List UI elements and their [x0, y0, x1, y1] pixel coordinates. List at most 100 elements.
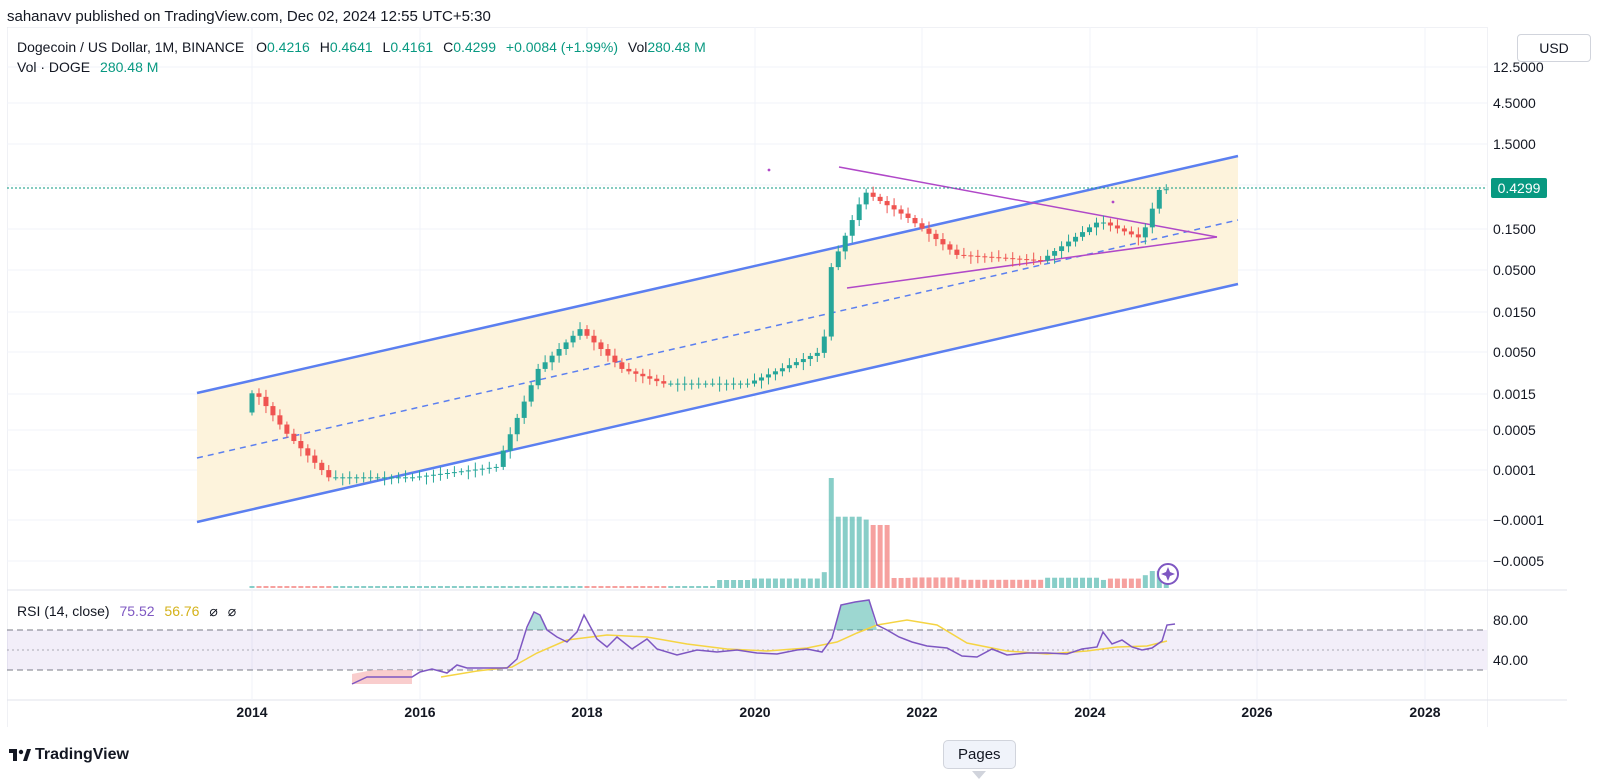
- candle-body: [277, 415, 283, 425]
- volume-bar: [1087, 577, 1092, 588]
- candle-body: [444, 472, 450, 474]
- candle-body: [954, 249, 960, 255]
- price-chart[interactable]: 2014 2016 2018 2020 2022 2024 2026 2028: [7, 27, 1487, 727]
- candle-body: [738, 383, 744, 385]
- candle-body: [765, 374, 771, 378]
- volume-bar: [382, 586, 388, 588]
- channel-midline[interactable]: [196, 219, 1239, 459]
- candle-body: [996, 257, 1002, 259]
- candle-body: [898, 209, 904, 214]
- candle-body: [675, 383, 681, 385]
- volume-bar: [598, 586, 604, 588]
- volume-bar: [1045, 577, 1051, 588]
- rsi-value: 75.52: [119, 603, 155, 619]
- rsi-label: RSI (14, close): [17, 603, 110, 619]
- candle-body: [521, 401, 527, 418]
- volume-bar: [249, 586, 255, 588]
- volume-bar: [926, 577, 932, 588]
- symbol-name: Dogecoin / US Dollar, 1M, BINANCE: [17, 39, 245, 55]
- current-price-value: 0.4299: [1498, 180, 1541, 196]
- volume-bar: [772, 578, 778, 588]
- volume-bar: [319, 586, 325, 588]
- currency-button[interactable]: USD: [1517, 34, 1591, 62]
- candle-body: [793, 362, 799, 366]
- candle-body: [396, 477, 402, 479]
- candle-body: [870, 192, 876, 197]
- volume-bar: [905, 577, 911, 588]
- volume-bar: [528, 586, 534, 588]
- volume-bar: [1128, 578, 1134, 588]
- price-tick: 12.5000: [1493, 59, 1544, 75]
- candle-body: [1031, 259, 1037, 261]
- candle-body: [842, 235, 848, 252]
- candle-body: [514, 417, 520, 435]
- candle-body: [926, 228, 932, 234]
- volume-bar: [1114, 578, 1120, 588]
- rsi-overbought-fill-2017: [527, 612, 547, 630]
- volume-legend[interactable]: Vol · DOGE 280.48 M: [17, 59, 158, 75]
- volume-bar: [765, 578, 771, 588]
- candle-body: [828, 267, 834, 337]
- volume-bar: [514, 586, 520, 588]
- volume-bar: [1107, 578, 1113, 588]
- candle-body: [933, 233, 939, 240]
- volume-bar: [1066, 577, 1072, 588]
- candle-body: [1003, 257, 1009, 259]
- volume-bar: [479, 586, 485, 588]
- triangle-lower-line[interactable]: [846, 236, 1218, 289]
- pages-tooltip-arrow: [972, 771, 986, 779]
- volume-indicator-label: Vol · DOGE: [17, 59, 91, 75]
- tradingview-logo[interactable]: TradingView: [9, 746, 129, 764]
- volume-bar: [689, 586, 695, 588]
- channel-lower-line[interactable]: [196, 282, 1239, 524]
- volume-bar: [779, 578, 785, 588]
- candle-body: [863, 192, 869, 205]
- candle-body: [752, 380, 757, 384]
- candle-body: [891, 205, 897, 210]
- volume-bar: [786, 578, 792, 588]
- pages-tooltip[interactable]: Pages: [943, 740, 1016, 769]
- volume-bar: [968, 579, 974, 588]
- candle-body: [361, 477, 367, 479]
- candle-body: [326, 470, 332, 478]
- sparkle-icon[interactable]: [1157, 563, 1179, 585]
- volume-bar: [1073, 577, 1079, 588]
- volume-bar: [828, 478, 834, 588]
- volume-bar: [465, 586, 471, 588]
- rsi-legend[interactable]: RSI (14, close) 75.52 56.76 ⌀ ⌀: [17, 603, 236, 620]
- volume-bar: [458, 586, 464, 588]
- candle-body: [807, 355, 813, 360]
- candle-body: [479, 468, 485, 470]
- volume-bar: [430, 586, 436, 588]
- candle-body: [1107, 222, 1113, 226]
- volume-bar: [884, 524, 890, 588]
- close-value: 0.4299: [453, 39, 497, 55]
- candle-body: [814, 352, 820, 356]
- volume-bar: [556, 586, 562, 588]
- candle-body: [563, 342, 569, 350]
- rsi-tick-80: 80.00: [1493, 612, 1528, 628]
- candle-body: [1156, 189, 1162, 209]
- candle-body: [493, 466, 499, 468]
- close-label: C: [443, 39, 454, 55]
- symbol-legend[interactable]: Dogecoin / US Dollar, 1M, BINANCE O0.421…: [17, 39, 706, 55]
- candle-body: [584, 329, 590, 336]
- volume-bar: [814, 578, 820, 588]
- price-tick: 0.1500: [1493, 221, 1536, 237]
- high-value: 0.4641: [329, 39, 373, 55]
- candle-body: [661, 381, 667, 384]
- candle-body: [423, 475, 429, 477]
- volume-bar: [856, 516, 862, 588]
- volume-bar: [389, 586, 395, 588]
- candles: [249, 184, 1169, 486]
- current-price-label: [1491, 178, 1547, 198]
- volume-bar: [633, 586, 639, 588]
- volume-bar: [1003, 579, 1009, 588]
- price-tick: 0.0050: [1493, 344, 1536, 360]
- time-axis[interactable]: 2014 2016 2018 2020 2022 2024 2026 2028: [236, 704, 1440, 720]
- candle-body: [284, 424, 290, 434]
- volume-bar: [284, 586, 290, 588]
- price-axis[interactable]: 12.50004.50001.50000.50000.15000.05000.0…: [1487, 27, 1567, 727]
- low-value: 0.4161: [390, 39, 434, 55]
- channel-upper-line[interactable]: [196, 154, 1239, 395]
